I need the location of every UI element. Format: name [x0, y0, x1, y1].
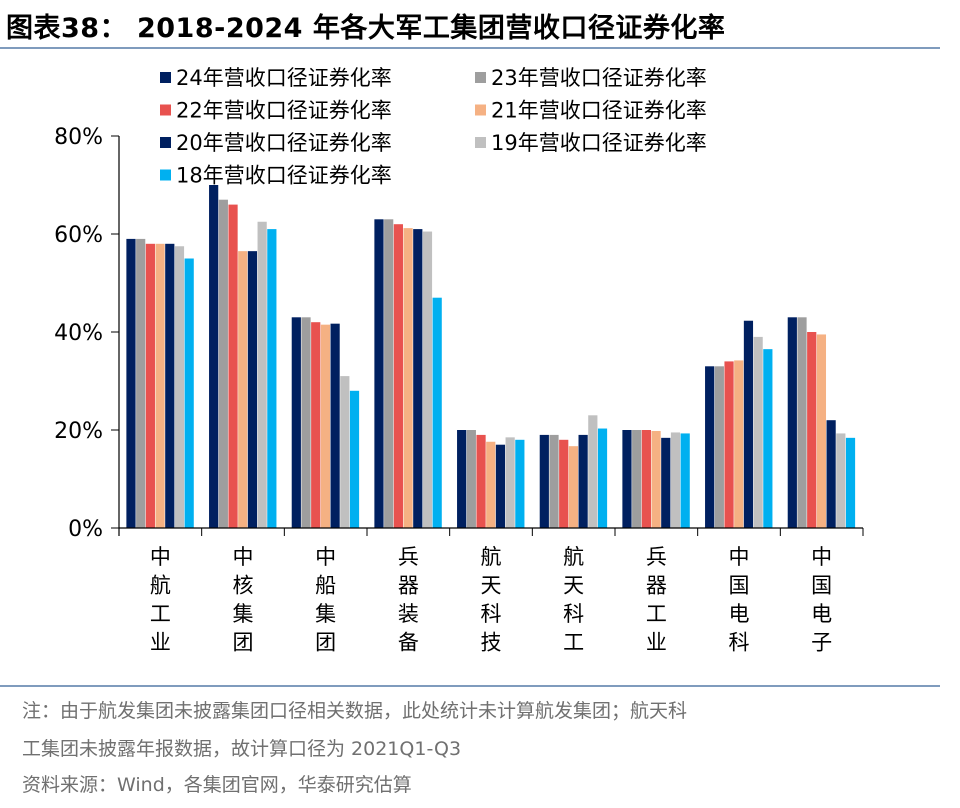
bar-4-5: [486, 441, 496, 528]
bar-2-3: [301, 317, 311, 528]
bar-1-1: [126, 238, 136, 528]
legend-label-2: 23年营收口径证券化率: [491, 66, 707, 90]
y-tick-label: 80%: [54, 125, 103, 150]
bar-1-2: [209, 185, 219, 528]
bar-1-8: [705, 366, 715, 528]
bar-1-6: [539, 434, 549, 528]
x-tick-label-3: 中船集团: [315, 545, 336, 655]
x-tick-label-1: 中航工业: [150, 545, 171, 655]
bar-6-1: [174, 246, 185, 528]
x-tick-label-8: 中国电科: [729, 545, 750, 655]
bar-4-4: [403, 228, 413, 528]
bar-2-1: [136, 238, 146, 528]
bar-1-7: [622, 430, 632, 528]
bar-1-5: [457, 430, 467, 528]
bar-6-3: [340, 376, 350, 528]
bar-5-7: [661, 437, 671, 528]
bar-3-5: [476, 434, 486, 528]
bar-1-3: [291, 317, 301, 528]
bar-2-5: [466, 430, 476, 528]
bar-4-1: [155, 243, 165, 529]
bar-3-2: [228, 204, 238, 528]
bar-6-4: [422, 231, 433, 529]
bar-6-7: [670, 432, 681, 528]
bar-4-9: [816, 334, 827, 528]
bar-7-1: [184, 258, 194, 528]
bar-5-3: [330, 323, 340, 528]
bar-7-4: [432, 297, 442, 528]
bar-4-8: [734, 360, 744, 528]
legend-label-5: 20年营收口径证券化率: [176, 131, 392, 155]
y-tick-label: 60%: [54, 223, 103, 248]
bar-2-4: [384, 219, 394, 529]
bar-4-2: [238, 251, 248, 528]
bar-2-2: [218, 199, 228, 528]
bar-3-7: [641, 430, 651, 528]
legend-label-1: 24年营收口径证券化率: [176, 66, 392, 90]
legend-swatch-6: [475, 137, 486, 148]
x-tick-label-2: 中核集团: [233, 545, 254, 655]
bar-5-1: [165, 243, 175, 529]
bar-1-9: [787, 317, 797, 528]
bar-7-9: [845, 437, 856, 528]
legend-label-6: 19年营收口径证券化率: [491, 131, 707, 155]
bar-3-1: [145, 243, 155, 529]
x-tick-label-7: 兵器工业: [646, 545, 667, 655]
bar-6-9: [836, 433, 846, 528]
bar-3-9: [807, 332, 817, 528]
bar-4-6: [568, 446, 579, 528]
y-tick-label: 0%: [68, 517, 103, 542]
y-tick-label: 20%: [54, 419, 103, 444]
footer-divider: [0, 685, 940, 687]
bar-3-6: [559, 439, 569, 528]
bar-7-7: [680, 433, 690, 528]
bar-4-7: [651, 430, 661, 528]
bar-7-8: [763, 349, 773, 528]
bar-6-5: [505, 437, 515, 528]
bar-4-3: [320, 324, 331, 528]
bar-5-8: [743, 320, 754, 528]
bar-2-8: [714, 366, 724, 528]
x-tick-label-4: 兵器装备: [398, 545, 419, 655]
title-divider: [0, 47, 940, 49]
legend-label-3: 22年营收口径证券化率: [176, 99, 392, 123]
bar-5-2: [247, 251, 258, 528]
bar-3-4: [393, 224, 403, 528]
legend-swatch-4: [475, 104, 486, 116]
y-tick-label: 40%: [54, 321, 103, 346]
bar-7-2: [267, 229, 277, 528]
bar-3-3: [311, 322, 321, 528]
bar-3-8: [724, 361, 734, 528]
legend-swatch-5: [160, 137, 171, 148]
bar-2-9: [797, 317, 807, 528]
footnote-line-2: 工集团未披露年报数据，故计算口径为 2021Q1-Q3: [22, 738, 462, 760]
bar-7-6: [597, 428, 608, 528]
bar-6-8: [753, 336, 763, 528]
bar-2-7: [632, 430, 642, 528]
footnote-line-1: 注：由于航发集团未披露集团口径相关数据，此处统计未计算航发集团；航天科: [22, 700, 688, 722]
legend-label-7: 18年营收口径证券化率: [176, 164, 392, 188]
bar-2-6: [549, 434, 559, 528]
bar-5-5: [495, 444, 506, 528]
bar-5-9: [826, 420, 836, 528]
legend-swatch-7: [160, 169, 171, 181]
bar-6-2: [257, 221, 267, 528]
x-tick-label-5: 航天科技: [481, 545, 502, 655]
x-tick-label-9: 中国电子: [811, 545, 832, 655]
legend-swatch-1: [160, 72, 171, 83]
bar-7-5: [515, 439, 525, 528]
legend-swatch-3: [160, 104, 171, 116]
bar-5-6: [578, 434, 588, 528]
legend-swatch-2: [475, 72, 486, 83]
x-tick-label-6: 航天科工: [563, 545, 584, 655]
legend-label-4: 21年营收口径证券化率: [491, 99, 707, 123]
bar-7-3: [349, 390, 360, 528]
source-note: 资料来源：Wind，各集团官网，华泰研究估算: [22, 774, 412, 796]
bar-6-6: [588, 415, 598, 528]
bar-1-4: [374, 219, 384, 529]
bar-5-4: [413, 229, 423, 528]
bar-chart: 0% 20% 40% 60% 80% 中航工业 中核集团 中船集团 兵器装备 航天科技 航天科工 兵器…: [54, 66, 864, 655]
chart-title: 图表38： 2018-2024 年各大军工集团营收口径证券化率: [6, 13, 726, 44]
